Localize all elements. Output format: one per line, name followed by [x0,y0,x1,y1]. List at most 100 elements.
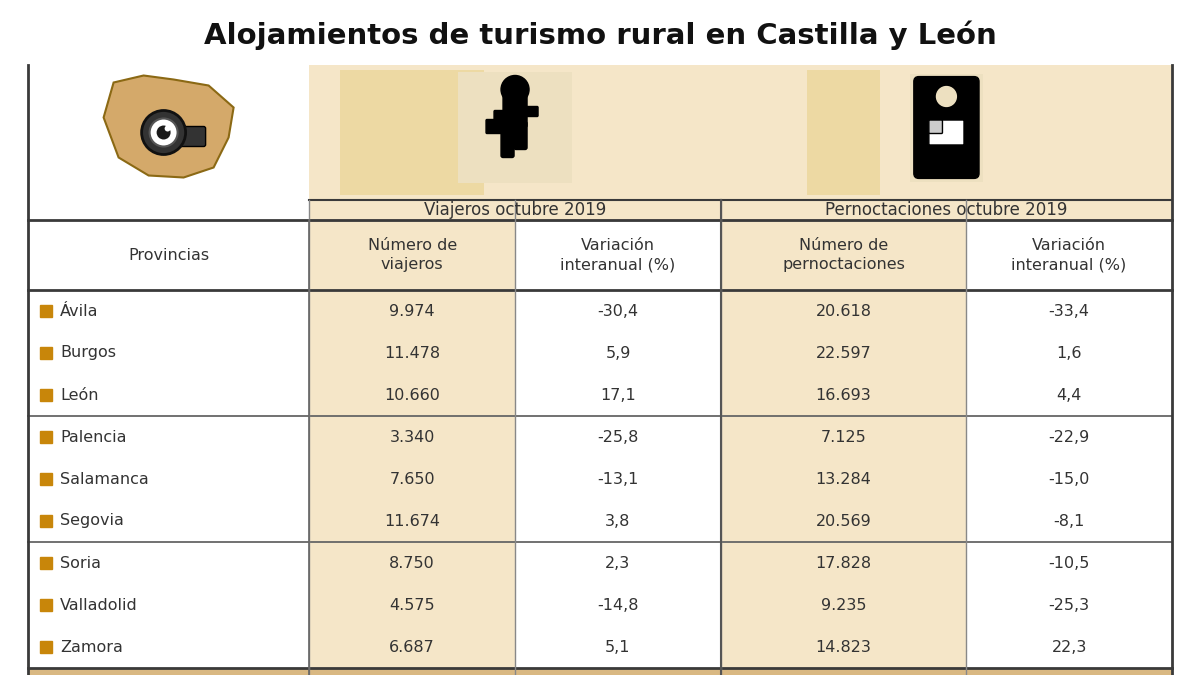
Bar [721,668,966,675]
Bar [340,70,484,195]
Bar [515,584,721,626]
Text: -33,4: -33,4 [1049,304,1090,319]
Text: 17.828: 17.828 [816,556,871,570]
Text: -14,8: -14,8 [598,597,638,612]
Text: Alojamientos de turismo rural en Castilla y León: Alojamientos de turismo rural en Castill… [204,20,996,50]
Bar [966,416,1172,458]
Bar [310,220,515,290]
Text: Número de
pernoctaciones: Número de pernoctaciones [782,238,905,272]
FancyBboxPatch shape [522,107,538,117]
Bar [966,500,1172,542]
Bar [310,458,515,500]
Text: Número de
viajeros: Número de viajeros [367,238,457,272]
Bar [966,626,1172,668]
Bar [310,542,515,584]
Text: 20.569: 20.569 [816,514,871,529]
Circle shape [157,126,170,140]
Bar [721,500,966,542]
Bar [515,626,721,668]
Text: -10,5: -10,5 [1049,556,1090,570]
Bar [310,668,515,675]
Bar [910,74,983,182]
Circle shape [142,111,186,155]
Text: 7.125: 7.125 [821,429,866,445]
Bar [28,416,310,458]
Bar [721,584,966,626]
Text: 5,9: 5,9 [605,346,631,360]
Text: 14.823: 14.823 [816,639,871,655]
Text: 7.650: 7.650 [389,472,434,487]
Text: Provincias: Provincias [128,248,209,263]
Text: León: León [60,387,98,402]
Text: 10.660: 10.660 [384,387,440,402]
Text: Zamora: Zamora [60,639,122,655]
Bar [721,332,966,374]
FancyBboxPatch shape [914,76,979,178]
FancyBboxPatch shape [502,122,514,157]
Bar [515,416,721,458]
Bar [721,458,966,500]
Text: Variación
interanual (%): Variación interanual (%) [560,238,676,272]
Bar [515,374,721,416]
Bar [28,220,310,290]
Bar [721,416,966,458]
Bar [310,290,515,332]
Text: Soria: Soria [60,556,101,570]
Bar [515,290,721,332]
Bar [515,500,721,542]
Text: -8,1: -8,1 [1054,514,1085,529]
Bar [721,65,1172,220]
Text: -30,4: -30,4 [598,304,638,319]
Text: Segovia: Segovia [60,514,124,529]
Text: 5,1: 5,1 [605,639,631,655]
Bar [310,500,515,542]
Text: 2,3: 2,3 [605,556,630,570]
Bar [28,458,310,500]
Text: Ávila: Ávila [60,304,98,319]
Text: 20.618: 20.618 [816,304,871,319]
FancyBboxPatch shape [929,120,942,134]
Bar [966,220,1172,290]
Text: 3.340: 3.340 [390,429,434,445]
Text: Pernoctaciones octubre 2019: Pernoctaciones octubre 2019 [826,201,1068,219]
Bar [966,458,1172,500]
Bar [28,626,310,668]
Text: 17,1: 17,1 [600,387,636,402]
Bar [28,332,310,374]
Bar [28,500,310,542]
Bar [966,290,1172,332]
Bar [28,542,310,584]
Bar [458,72,571,183]
Text: 4.575: 4.575 [389,597,434,612]
Text: 22.597: 22.597 [816,346,871,360]
Circle shape [150,119,178,146]
Bar [721,290,966,332]
Bar [515,332,721,374]
Circle shape [936,86,956,107]
Text: 9.974: 9.974 [389,304,434,319]
Text: 11.478: 11.478 [384,346,440,360]
Text: -25,8: -25,8 [598,429,638,445]
Text: -15,0: -15,0 [1049,472,1090,487]
FancyBboxPatch shape [180,126,205,146]
Text: 3,8: 3,8 [605,514,631,529]
Text: 13.284: 13.284 [816,472,871,487]
Bar [721,374,966,416]
Bar [966,542,1172,584]
Text: -25,3: -25,3 [1049,597,1090,612]
Bar [310,374,515,416]
Bar [515,668,721,675]
Bar [310,332,515,374]
Bar [515,458,721,500]
Bar [515,542,721,584]
FancyBboxPatch shape [514,122,527,149]
FancyBboxPatch shape [503,95,527,128]
Circle shape [502,76,529,103]
Bar [28,290,310,332]
Bar [966,584,1172,626]
Text: 1,6: 1,6 [1056,346,1082,360]
Circle shape [164,126,170,132]
Text: Viajeros octubre 2019: Viajeros octubre 2019 [424,201,606,219]
Bar [721,626,966,668]
FancyBboxPatch shape [929,120,964,145]
